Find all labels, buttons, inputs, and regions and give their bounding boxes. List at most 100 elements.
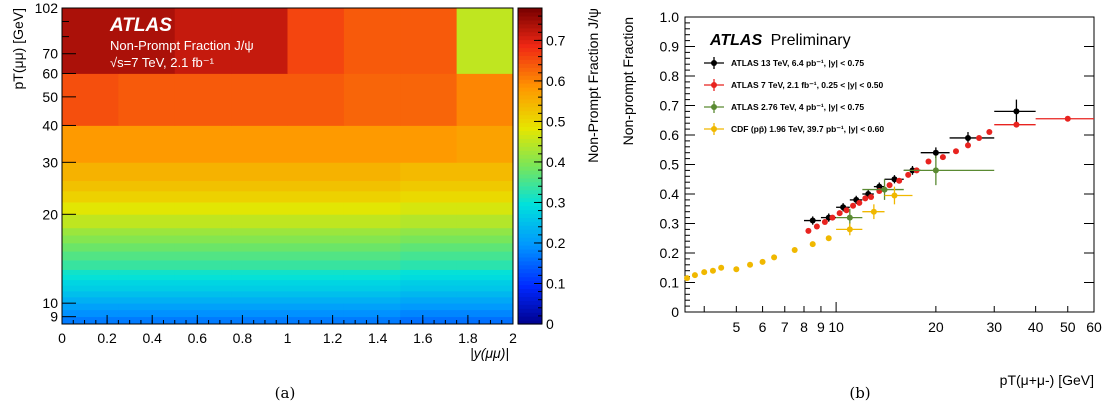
heatmap-cell bbox=[456, 316, 514, 325]
heatmap-cell bbox=[174, 202, 232, 215]
heatmap-cell bbox=[456, 202, 514, 215]
heatmap-cell bbox=[400, 279, 458, 286]
data-point bbox=[964, 134, 971, 141]
annotation-line-2: √s=7 TeV, 2.1 fb⁻¹ bbox=[110, 55, 215, 70]
heatmap-cell bbox=[343, 279, 401, 286]
x-tick-label: 5 bbox=[732, 319, 740, 335]
data-point bbox=[684, 275, 691, 282]
colorbar-segment bbox=[518, 213, 542, 218]
colorbar-segment bbox=[518, 268, 542, 274]
heatmap-panel: 0 0.2 0.4 0.6 0.8 1 1.2 1.4 1.6 1.8 2 910203040506… bbox=[10, 0, 601, 402]
heatmap-cell bbox=[400, 214, 458, 229]
heatmap-cell bbox=[174, 227, 232, 236]
data-point bbox=[733, 266, 740, 273]
heatmap-cell bbox=[231, 269, 288, 275]
y-tick-label: 70 bbox=[42, 46, 58, 62]
data-point bbox=[986, 129, 993, 136]
colorbar-segment bbox=[518, 138, 542, 143]
heatmap-cell bbox=[62, 290, 119, 298]
colorbar-segment bbox=[518, 205, 542, 211]
data-point bbox=[856, 199, 863, 206]
heatmap-cell bbox=[118, 73, 176, 126]
heatmap-cell bbox=[456, 214, 514, 229]
atlas-label-a: ATLAS bbox=[109, 15, 172, 36]
colorbar-segment bbox=[518, 126, 542, 132]
colorbar-segment bbox=[518, 225, 542, 230]
colorbar-segment bbox=[518, 118, 542, 124]
heatmap-cell bbox=[456, 235, 514, 244]
heatmap-cell bbox=[456, 260, 514, 270]
x-tick-label: 6 bbox=[759, 319, 767, 335]
colorbar-segment bbox=[518, 83, 542, 88]
colorbar-segment bbox=[518, 181, 542, 187]
data-point bbox=[813, 223, 820, 230]
heatmap-cell bbox=[174, 125, 232, 163]
heatmap-cell bbox=[287, 309, 345, 318]
heatmap-cell bbox=[287, 125, 345, 163]
heatmap-cell bbox=[343, 214, 401, 229]
y-tick-label: 30 bbox=[42, 154, 58, 170]
heatmap-cell bbox=[174, 8, 232, 74]
legend-label: ATLAS 2.76 TeV, 4 pb⁻¹, |y| < 0.75 bbox=[731, 102, 864, 112]
colorbar-segment bbox=[518, 284, 542, 290]
colorbar-segment bbox=[518, 130, 542, 135]
colorbar-segment bbox=[518, 260, 542, 266]
heatmap-cell bbox=[343, 125, 401, 163]
heatmap-cell bbox=[287, 202, 345, 215]
colorbar-segment bbox=[518, 122, 542, 128]
colorbar-segment bbox=[518, 134, 542, 139]
colorbar-segment bbox=[518, 320, 542, 325]
heatmap-cell bbox=[174, 316, 232, 325]
colorbar-segment bbox=[518, 209, 542, 214]
data-point bbox=[870, 208, 877, 215]
x-tick-label: 0.4 bbox=[142, 330, 162, 346]
heatmap-cell bbox=[343, 242, 401, 252]
data-point bbox=[862, 195, 869, 202]
data-point bbox=[850, 202, 857, 209]
heatmap-cell bbox=[343, 290, 401, 298]
heatmap-cell bbox=[287, 251, 345, 261]
caption-b: (b) bbox=[849, 384, 870, 402]
colorbar-segment bbox=[518, 256, 542, 262]
x-axis-label-a: |y(μμ)| bbox=[470, 345, 509, 361]
heatmap-cell bbox=[400, 235, 458, 244]
heatmap-cell bbox=[231, 296, 288, 304]
series-markers bbox=[836, 155, 995, 227]
colorbar-segment bbox=[518, 47, 542, 53]
y-tick-label: 60 bbox=[42, 65, 58, 81]
data-point bbox=[825, 235, 832, 242]
series-markers bbox=[684, 186, 913, 282]
heatmap-cell bbox=[456, 180, 514, 192]
legend-label: ATLAS 7 TeV, 2.1 fb⁻¹, 0.25 < |y| < 0.50 bbox=[731, 80, 884, 90]
x-tick-label: 7 bbox=[781, 319, 789, 335]
heatmap-cell bbox=[343, 251, 401, 261]
colorbar-segment bbox=[518, 102, 542, 108]
heatmap-cell bbox=[456, 73, 514, 126]
heatmap-cell bbox=[456, 279, 514, 286]
x-tick-label: 1.8 bbox=[458, 330, 478, 346]
heatmap-cell bbox=[62, 274, 119, 281]
heatmap-cell bbox=[400, 251, 458, 261]
heatmap-cell bbox=[231, 316, 288, 325]
z-tick-label: 0.4 bbox=[546, 154, 566, 170]
heatmap-cell bbox=[231, 214, 288, 229]
colorbar-segment bbox=[518, 87, 542, 92]
heatmap-cell bbox=[287, 316, 345, 325]
colorbar-segment bbox=[518, 31, 542, 37]
x-tick-label: 60 bbox=[1086, 319, 1102, 335]
heatmap-cell bbox=[62, 162, 119, 182]
data-point bbox=[718, 264, 725, 271]
data-point bbox=[791, 247, 798, 254]
heatmap-cell bbox=[400, 180, 458, 192]
colorbar-segment bbox=[518, 300, 542, 305]
x-tick-label: 2 bbox=[509, 330, 517, 346]
colorbar-segment bbox=[518, 146, 542, 151]
z-tick-label: 0.1 bbox=[546, 275, 566, 291]
heatmap-cell bbox=[456, 296, 514, 304]
y-tick-label: 1.0 bbox=[660, 9, 680, 25]
heatmap-cell bbox=[287, 269, 345, 275]
data-point bbox=[925, 158, 932, 165]
colorbar-segment bbox=[518, 252, 542, 258]
heatmap-cell bbox=[118, 180, 176, 192]
colorbar-segment bbox=[518, 158, 542, 163]
